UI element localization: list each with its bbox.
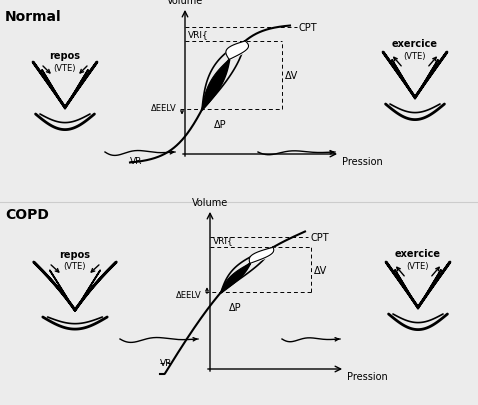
Text: VR: VR [130, 157, 142, 166]
Text: (VTE): (VTE) [404, 52, 426, 61]
Text: (VTE): (VTE) [54, 64, 76, 73]
Text: (VTE): (VTE) [64, 261, 86, 270]
Text: VRI{: VRI{ [213, 236, 234, 245]
Text: ΔEELV: ΔEELV [151, 104, 177, 113]
Text: VR: VR [160, 358, 173, 367]
Text: Volume: Volume [167, 0, 203, 6]
Text: CPT: CPT [310, 232, 329, 242]
Text: ΔEELV: ΔEELV [176, 290, 202, 299]
Text: Pression: Pression [342, 157, 383, 166]
Text: Normal: Normal [5, 10, 62, 24]
Text: CPT: CPT [299, 23, 317, 33]
Text: repos: repos [50, 51, 80, 61]
Text: VRI{: VRI{ [188, 30, 209, 39]
Text: exercice: exercice [395, 248, 441, 258]
Text: Volume: Volume [192, 198, 228, 207]
Text: COPD: COPD [5, 207, 49, 222]
Text: ΔP: ΔP [214, 120, 227, 130]
Text: ΔV: ΔV [285, 71, 298, 81]
Text: (VTE): (VTE) [407, 261, 429, 270]
Text: repos: repos [59, 249, 90, 259]
Text: Pression: Pression [347, 371, 388, 381]
Text: exercice: exercice [392, 39, 438, 49]
Text: ΔV: ΔV [314, 265, 327, 275]
Text: ΔP: ΔP [229, 303, 241, 313]
